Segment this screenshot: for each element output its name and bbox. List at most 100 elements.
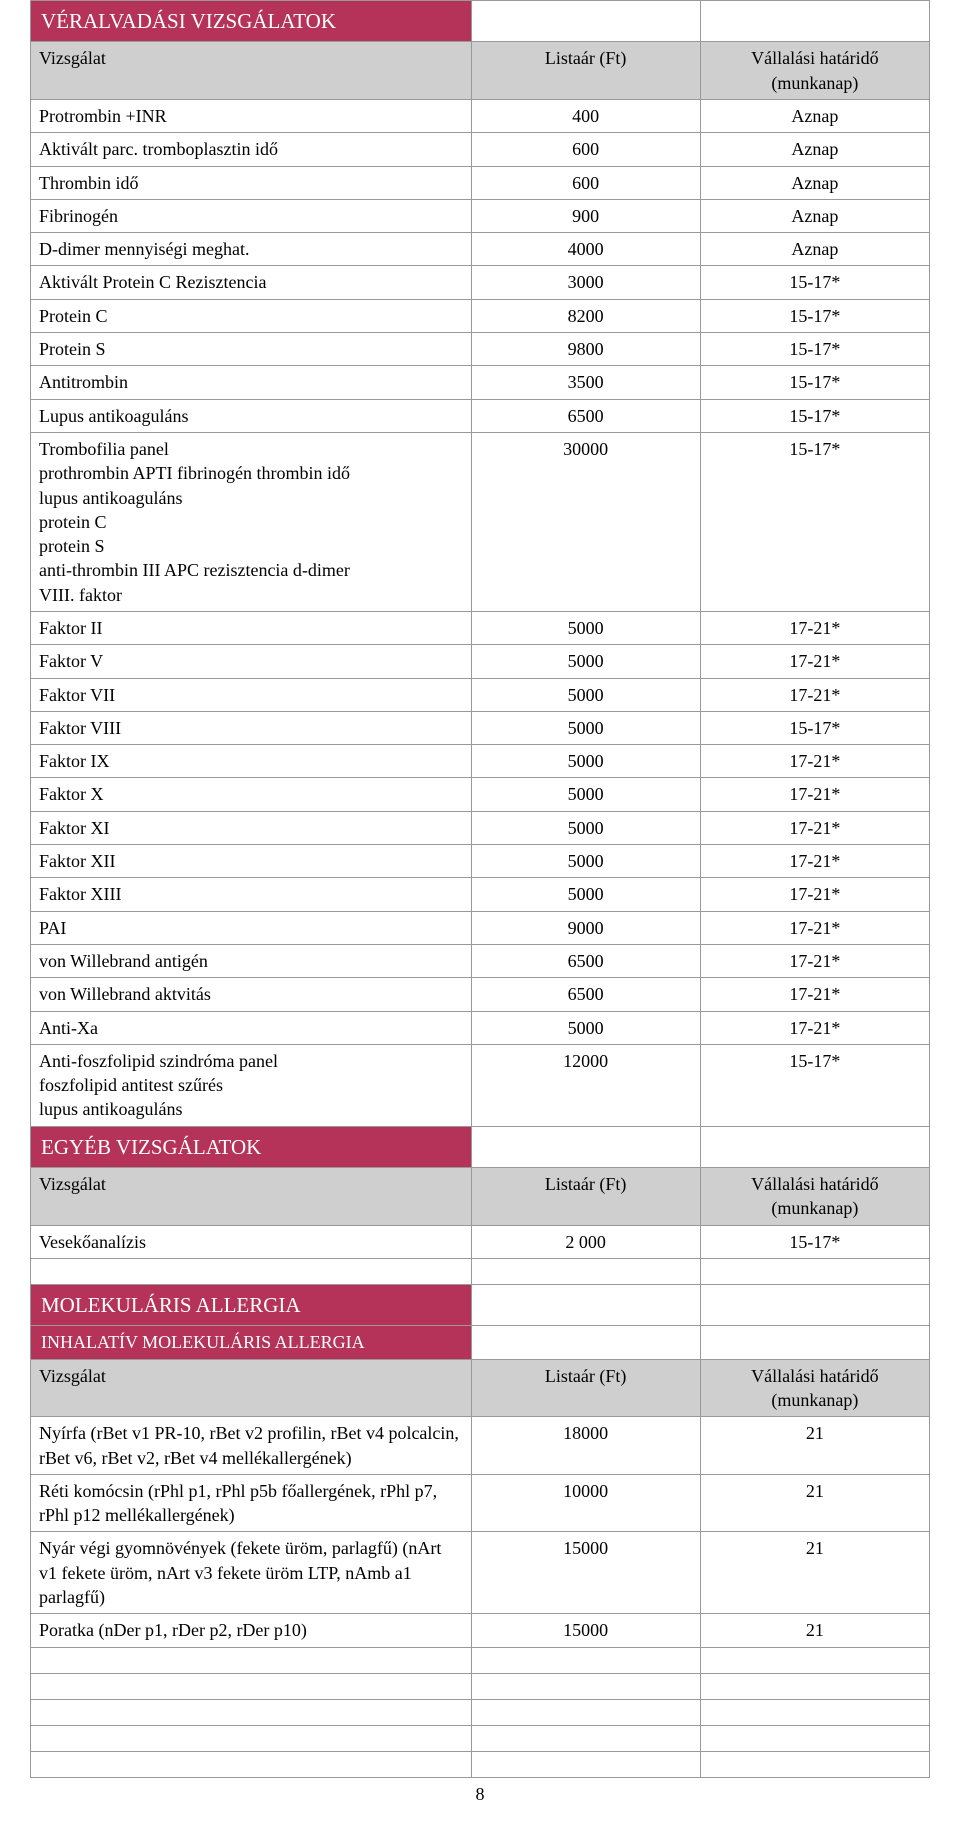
row-name: Thrombin idő (31, 166, 472, 199)
row-price: 15000 (471, 1532, 700, 1614)
row-due: Aznap (700, 199, 929, 232)
col-header-due: Vállalási határidő (munkanap) (700, 42, 929, 100)
empty-cell (700, 1258, 929, 1284)
table-row: Thrombin idő600Aznap (31, 166, 930, 199)
table-row: Aktivált Protein C Rezisztencia300015-17… (31, 266, 930, 299)
row-name: Faktor VIII (31, 711, 472, 744)
row-name: Faktor II (31, 611, 472, 644)
row-price: 900 (471, 199, 700, 232)
row-due: 17-21* (700, 811, 929, 844)
row-due: 21 (700, 1532, 929, 1614)
empty-row (31, 1725, 930, 1751)
empty-cell (471, 1751, 700, 1777)
section-empty (471, 1126, 700, 1167)
row-name: Réti komócsin (rPhl p1, rPhl p5b főaller… (31, 1474, 472, 1532)
row-name: Faktor XIII (31, 878, 472, 911)
row-name: Fibrinogén (31, 199, 472, 232)
empty-row (31, 1647, 930, 1673)
page-number: 8 (30, 1784, 930, 1805)
row-price: 30000 (471, 432, 700, 611)
col-header-price: Listaár (Ft) (471, 1168, 700, 1226)
empty-row (31, 1258, 930, 1284)
column-header-row: VizsgálatListaár (Ft)Vállalási határidő … (31, 1359, 930, 1417)
empty-cell (31, 1673, 472, 1699)
section-empty (700, 1284, 929, 1325)
row-due: Aznap (700, 99, 929, 132)
row-price: 5000 (471, 645, 700, 678)
section-title: MOLEKULÁRIS ALLERGIA (31, 1284, 472, 1325)
row-name: Aktivált parc. tromboplasztin idő (31, 133, 472, 166)
sub-section-empty (471, 1326, 700, 1359)
sub-section-title: INHALATÍV MOLEKULÁRIS ALLERGIA (31, 1326, 472, 1359)
row-due: 15-17* (700, 399, 929, 432)
row-due: Aznap (700, 166, 929, 199)
row-due: Aznap (700, 233, 929, 266)
row-price: 5000 (471, 1011, 700, 1044)
empty-cell (471, 1647, 700, 1673)
row-due: Aznap (700, 133, 929, 166)
row-due: 17-21* (700, 645, 929, 678)
table-row: PAI900017-21* (31, 911, 930, 944)
section-header: VÉRALVADÁSI VIZSGÁLATOK (31, 1, 930, 42)
row-due: 17-21* (700, 878, 929, 911)
row-name: Trombofilia panel prothrombin APTI fibri… (31, 432, 472, 611)
row-name: Faktor V (31, 645, 472, 678)
table-row: Faktor V500017-21* (31, 645, 930, 678)
row-due: 15-17* (700, 299, 929, 332)
table-row: Faktor VIII500015-17* (31, 711, 930, 744)
empty-cell (31, 1647, 472, 1673)
empty-cell (471, 1673, 700, 1699)
table-row: Faktor XII500017-21* (31, 845, 930, 878)
table-row: Fibrinogén900Aznap (31, 199, 930, 232)
row-name: Aktivált Protein C Rezisztencia (31, 266, 472, 299)
row-price: 6500 (471, 944, 700, 977)
row-price: 5000 (471, 711, 700, 744)
table-row: Protrombin +INR400Aznap (31, 99, 930, 132)
table-row: Faktor X500017-21* (31, 778, 930, 811)
col-header-price: Listaár (Ft) (471, 1359, 700, 1417)
row-price: 6500 (471, 978, 700, 1011)
column-header-row: VizsgálatListaár (Ft)Vállalási határidő … (31, 1168, 930, 1226)
empty-cell (700, 1673, 929, 1699)
section-empty (700, 1126, 929, 1167)
row-name: Anti-Xa (31, 1011, 472, 1044)
row-price: 2 000 (471, 1225, 700, 1258)
row-name: von Willebrand antigén (31, 944, 472, 977)
row-name: Nyár végi gyomnövények (fekete üröm, par… (31, 1532, 472, 1614)
row-price: 600 (471, 133, 700, 166)
row-price: 5000 (471, 811, 700, 844)
row-name: Nyírfa (rBet v1 PR-10, rBet v2 profilin,… (31, 1417, 472, 1475)
table-row: Aktivált parc. tromboplasztin idő600Azna… (31, 133, 930, 166)
row-due: 17-21* (700, 778, 929, 811)
table-row: Lupus antikoaguláns650015-17* (31, 399, 930, 432)
table-row: Anti-Xa500017-21* (31, 1011, 930, 1044)
row-price: 9800 (471, 333, 700, 366)
row-due: 17-21* (700, 944, 929, 977)
row-name: Antitrombin (31, 366, 472, 399)
row-price: 400 (471, 99, 700, 132)
row-name: Lupus antikoaguláns (31, 399, 472, 432)
section-empty (471, 1, 700, 42)
table-row: Protein C820015-17* (31, 299, 930, 332)
section-header: MOLEKULÁRIS ALLERGIA (31, 1284, 930, 1325)
table-row: Antitrombin350015-17* (31, 366, 930, 399)
sub-section-empty (700, 1326, 929, 1359)
column-header-row: VizsgálatListaár (Ft)Vállalási határidő … (31, 42, 930, 100)
row-name: Faktor X (31, 778, 472, 811)
table-row: Nyírfa (rBet v1 PR-10, rBet v2 profilin,… (31, 1417, 930, 1475)
row-name: Faktor IX (31, 745, 472, 778)
row-name: D-dimer mennyiségi meghat. (31, 233, 472, 266)
empty-cell (700, 1751, 929, 1777)
row-due: 21 (700, 1417, 929, 1475)
section-title: VÉRALVADÁSI VIZSGÁLATOK (31, 1, 472, 42)
row-name: Protrombin +INR (31, 99, 472, 132)
section-empty (700, 1, 929, 42)
table-row: von Willebrand antigén650017-21* (31, 944, 930, 977)
row-price: 18000 (471, 1417, 700, 1475)
empty-cell (471, 1258, 700, 1284)
row-price: 4000 (471, 233, 700, 266)
col-header-due: Vállalási határidő (munkanap) (700, 1168, 929, 1226)
col-header-name: Vizsgálat (31, 42, 472, 100)
row-due: 17-21* (700, 678, 929, 711)
row-name: Faktor VII (31, 678, 472, 711)
